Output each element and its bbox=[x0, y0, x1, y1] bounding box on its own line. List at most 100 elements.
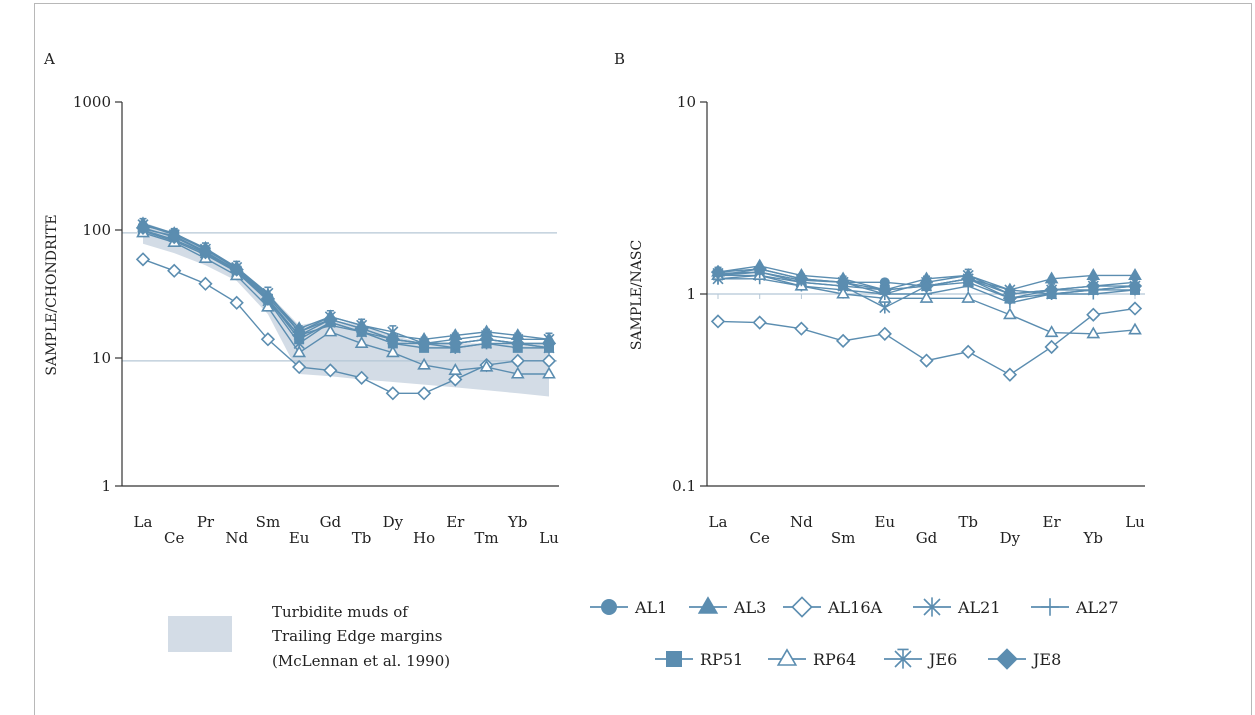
panel-a-series-al16a-point bbox=[416, 386, 432, 401]
panel-a-series-je8-point bbox=[541, 336, 557, 351]
panel-b-series-rp64-point bbox=[961, 290, 976, 303]
legend-al1-label: AL1 bbox=[634, 598, 667, 617]
panel-a-series-je6-point bbox=[387, 325, 399, 338]
panel-a-series-al16a-point bbox=[385, 386, 400, 401]
legend-band-line-3: (McLennan et al. 1990) bbox=[272, 652, 450, 670]
panel-a-y-tick-label: 1 bbox=[101, 477, 111, 495]
panel-a-x-tick-label: Ce bbox=[164, 529, 184, 547]
panel-a-series-rp64-point bbox=[417, 357, 431, 370]
panel-b-x-tick-label: Gd bbox=[916, 529, 938, 547]
panel-a-y-tick-label: 100 bbox=[82, 221, 111, 239]
legend-al16a-marker bbox=[791, 596, 813, 618]
legend-rp64-marker bbox=[776, 648, 798, 666]
panel-b-series-al16a-point bbox=[1044, 339, 1059, 355]
panel-a-series-al16a-point bbox=[167, 263, 182, 278]
panel-b-series-rp64-point bbox=[1044, 325, 1059, 338]
legend-band-swatch bbox=[168, 616, 232, 652]
panel-a-y-tick-label: 1000 bbox=[73, 93, 111, 111]
panel-a-series-al16a-point bbox=[260, 332, 276, 347]
panel-b-series-je8-point bbox=[835, 275, 851, 290]
panel-b-x-tick-label: Ce bbox=[750, 529, 770, 547]
panel-b-y-tick-label: 0.1 bbox=[672, 477, 696, 495]
panel-a-x-tick-label: Gd bbox=[320, 513, 342, 531]
panel-b-series-je8-point bbox=[919, 278, 934, 294]
legend-al3-marker bbox=[697, 596, 719, 614]
panel-a-x-tick-label: Tb bbox=[352, 529, 372, 547]
panel-b-x-tick-label: Yb bbox=[1083, 529, 1104, 547]
panel-a-series-al16a-point bbox=[448, 372, 463, 387]
panel-a-series-je8-point bbox=[260, 291, 276, 306]
panel-a-x-tick-label: Ho bbox=[413, 529, 435, 547]
panel-b-series-rp64-point bbox=[836, 286, 850, 299]
panel-a-series-rp64-point bbox=[448, 363, 463, 375]
panel-a-series-rp64-point bbox=[479, 359, 494, 372]
panel-b-x-tick-label: Er bbox=[1043, 513, 1062, 531]
panel-a-series-je8-point bbox=[292, 328, 307, 343]
panel-a-x-tick-label: Pr bbox=[197, 513, 215, 531]
panel-a-x-tick-label: Sm bbox=[256, 513, 281, 531]
legend-al3-label: AL3 bbox=[733, 598, 766, 617]
panel-a-series-rp64-point bbox=[292, 345, 307, 358]
panel-b-series-al16a-point bbox=[877, 326, 892, 341]
panel-a-series-rp64-point bbox=[323, 324, 338, 337]
panel-a-series-je8-point bbox=[135, 220, 151, 235]
panel-b-series-al21-point bbox=[879, 301, 891, 314]
panel-b-series-al16a-point bbox=[794, 321, 809, 336]
panel-b-label: B bbox=[614, 50, 625, 68]
panel-b-series-al16a-point bbox=[710, 314, 726, 329]
panel-b-series-je8-point bbox=[877, 282, 892, 298]
panel-a-series-rp64-point bbox=[510, 366, 525, 379]
legend-al27-label: AL27 bbox=[1075, 598, 1119, 617]
panel-a-series-al16a-point bbox=[323, 363, 338, 378]
legend-band-line-2: Trailing Edge margins bbox=[272, 627, 442, 645]
panel-a-x-tick-label: Dy bbox=[383, 513, 404, 531]
legend-al21-label: AL21 bbox=[957, 598, 1001, 617]
panel-a-series-je8-point bbox=[167, 229, 182, 245]
panel-a-band bbox=[143, 222, 549, 397]
legend-al21-marker bbox=[923, 597, 941, 617]
legend-band-line-1: Turbidite muds of bbox=[272, 603, 409, 621]
legend-rp51-marker bbox=[666, 651, 682, 667]
panel-b-series-al16a-point bbox=[835, 333, 851, 349]
panel-b-x-tick-label: Eu bbox=[874, 513, 895, 531]
legend-series: AL1 AL3 AL16A AL21 AL27 RP51 RP64 JE6 JE8 bbox=[590, 596, 1119, 670]
panel-b-y-tick-label: 1 bbox=[686, 285, 696, 303]
panel-b-series-rp64-point bbox=[1086, 326, 1101, 339]
panel-b-x-tick-label: Lu bbox=[1125, 513, 1145, 531]
panel-a-series-al16a-point bbox=[135, 252, 151, 267]
legend-je6-label: JE6 bbox=[927, 650, 957, 669]
panel-b-series-al1-point bbox=[879, 277, 890, 288]
panel-a-series-je8-point bbox=[416, 336, 432, 351]
panel-b-x-tick-label: Tb bbox=[958, 513, 978, 531]
panel-b-series-al16a-point bbox=[919, 353, 934, 368]
panel-b-series-je8-point bbox=[1127, 278, 1143, 294]
panel-a-y-tick-label: 10 bbox=[92, 349, 111, 367]
panel-a-series-je8-point bbox=[510, 336, 525, 351]
panel-b-series-al3-point bbox=[1044, 271, 1059, 284]
panel-a-x-tick-label: Tm bbox=[474, 529, 498, 547]
legend-al27-marker bbox=[1041, 598, 1059, 616]
panel-b-series-je8-point bbox=[1002, 291, 1018, 306]
panel-b-series-je8-point bbox=[1086, 278, 1101, 294]
panel-a-series-je8-point bbox=[385, 332, 400, 347]
panel-a-series-rp64-point bbox=[261, 299, 275, 312]
panel-a-series-al16a-point bbox=[198, 276, 213, 291]
legend-band: Turbidite muds of Trailing Edge margins … bbox=[168, 603, 450, 670]
panel-a-label: A bbox=[43, 50, 55, 68]
panel-a-plot: 1 10 100 1000 La Ce Pr Nd Sm Eu Gd Tb Dy Ho Er Tm Yb Lu bbox=[73, 93, 559, 547]
legend-rp51-label: RP51 bbox=[700, 650, 743, 669]
panel-b-x-tick-label: Sm bbox=[831, 529, 856, 547]
panel-a-series-rp64-point bbox=[385, 345, 400, 358]
panel-b-series-rp64-point bbox=[1003, 307, 1017, 320]
panel-a-x-tick-label: Nd bbox=[225, 529, 248, 547]
panel-a-series-je8-point bbox=[354, 321, 369, 336]
panel-b-series-je8-point bbox=[794, 271, 809, 286]
panel-b-series-rp64-point bbox=[919, 290, 934, 303]
panel-b-series-je8-point bbox=[1044, 282, 1059, 298]
panel-a-x-tick-label: Eu bbox=[289, 529, 310, 547]
panel-b-series-al16a-point bbox=[752, 315, 767, 330]
panel-b-x-tick-label: Nd bbox=[790, 513, 813, 531]
panel-b-series-al16a-point bbox=[961, 344, 976, 359]
panel-a-series-al16a-point bbox=[229, 295, 244, 310]
panel-a-series-je8-point bbox=[323, 312, 338, 327]
